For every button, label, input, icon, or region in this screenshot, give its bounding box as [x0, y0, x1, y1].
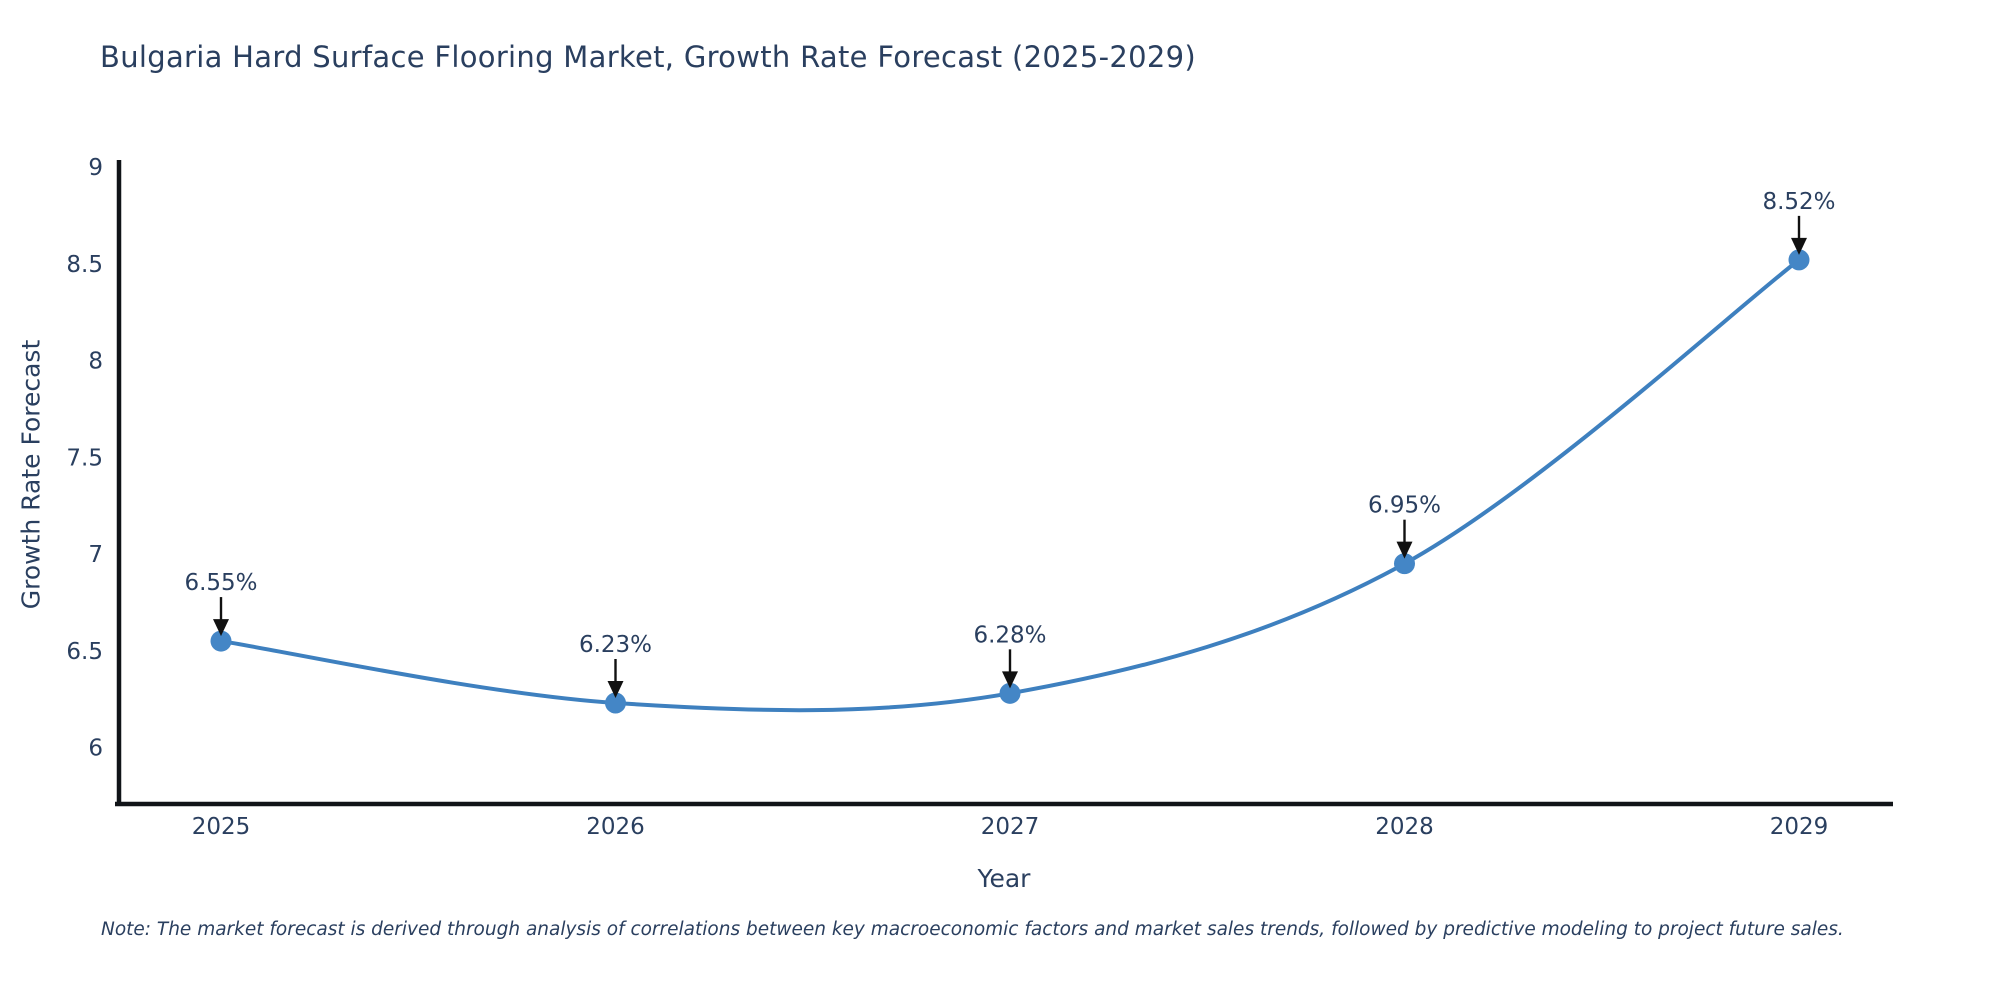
y-tick-label: 7.5 [66, 445, 103, 471]
data-label: 6.28% [973, 622, 1046, 648]
y-tick-label: 6.5 [66, 639, 103, 665]
data-point-marker [1788, 249, 1810, 271]
y-tick-label: 8.5 [66, 252, 103, 278]
data-point-marker [999, 682, 1021, 704]
annotation-arrowhead [1396, 541, 1413, 559]
data-point-marker [210, 630, 232, 652]
chart-title: Bulgaria Hard Surface Flooring Market, G… [100, 40, 1196, 74]
y-tick-label: 9 [88, 155, 103, 181]
x-axis-title: Year [977, 864, 1031, 893]
data-point-marker [1394, 553, 1415, 575]
data-point-marker [605, 692, 626, 714]
x-tick-label: 2028 [1375, 814, 1434, 840]
annotation-arrowhead [1002, 671, 1018, 689]
x-tick-label: 2026 [586, 814, 645, 840]
annotation-arrowhead [1791, 237, 1807, 255]
y-axis-title: Growth Rate Forecast [16, 339, 46, 610]
y-tick-label: 8 [88, 349, 103, 375]
annotation-arrowhead [607, 680, 624, 698]
annotation-arrowhead [213, 619, 229, 637]
x-tick-label: 2029 [1770, 814, 1829, 840]
y-tick-label: 6 [88, 736, 103, 762]
data-label: 6.55% [184, 570, 257, 596]
x-tick-label: 2025 [192, 814, 251, 840]
data-label: 6.95% [1368, 493, 1441, 519]
data-label: 8.52% [1762, 189, 1835, 215]
x-tick-label: 2027 [981, 814, 1040, 840]
data-label: 6.23% [579, 632, 652, 658]
footnote: Note: The market forecast is derived thr… [101, 919, 1844, 940]
y-tick-label: 7 [88, 542, 103, 568]
